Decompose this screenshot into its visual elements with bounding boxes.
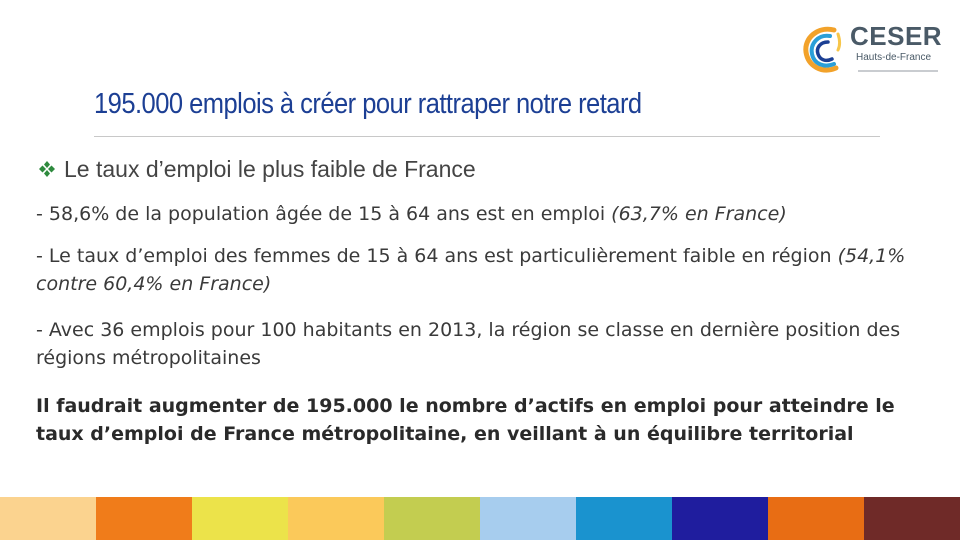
logo-name: CESER (850, 21, 943, 51)
ceser-swirl-logo-icon (803, 26, 841, 73)
color-bar-segment (384, 497, 480, 540)
logo-tagline-line (858, 70, 938, 72)
paragraph-text: - Le taux d’emploi des femmes de 15 à 64… (36, 245, 838, 267)
footer-color-bar (0, 497, 960, 540)
color-bar-segment (480, 497, 576, 540)
paragraph-italic-note: (54,1% contre 60,4% en France) (36, 245, 906, 295)
color-bar-segment (0, 497, 96, 540)
paragraph-italic-note: (63,7% en France) (611, 203, 787, 225)
bullet-heading: Le taux d’emploi le plus faible de Franc… (38, 154, 476, 184)
paragraph-jobs-per-inhabitants: - Avec 36 emplois pour 100 habitants en … (36, 319, 901, 369)
logo-subtitle: Hauts-de-France (856, 52, 932, 63)
paragraph-women-employment: - Le taux d’emploi des femmes de 15 à 64… (36, 242, 926, 298)
color-bar-segment (288, 497, 384, 540)
color-bar-segment (576, 497, 672, 540)
paragraph-conclusion: Il faudrait augmenter de 195.000 le nomb… (36, 395, 895, 445)
ceser-logo: CESER Hauts-de-France (800, 18, 945, 82)
title-divider (94, 136, 880, 137)
color-bar-segment (768, 497, 864, 540)
color-bar-segment (96, 497, 192, 540)
diamond-cluster-icon (39, 161, 55, 177)
paragraph-employment-rate: - 58,6% de la population âgée de 15 à 64… (36, 200, 926, 228)
bullet-heading-text: Le taux d’emploi le plus faible de Franc… (64, 156, 476, 182)
color-bar-segment (192, 497, 288, 540)
page-title: 195.000 emplois à créer pour rattraper n… (94, 88, 642, 120)
color-bar-segment (672, 497, 768, 540)
color-bar-segment (864, 497, 960, 540)
paragraph-text: - 58,6% de la population âgée de 15 à 64… (36, 203, 612, 225)
